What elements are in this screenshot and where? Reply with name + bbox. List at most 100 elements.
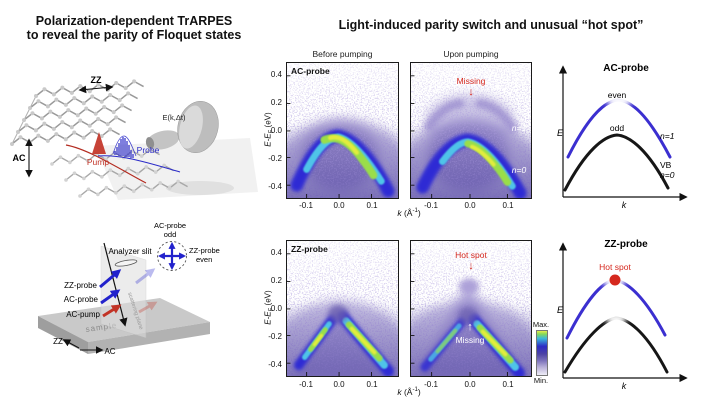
compass-top-label1: AC-probe bbox=[154, 221, 186, 230]
ytick: 0.4 bbox=[270, 248, 282, 257]
axis-ticks bbox=[411, 253, 508, 376]
axis-ticks bbox=[411, 75, 508, 198]
even-parity-label: even bbox=[608, 90, 627, 100]
spectrum-zz-upon bbox=[410, 240, 532, 377]
y-axis-label: E-EF (eV) bbox=[263, 112, 276, 147]
left-title-line1: Polarization-dependent TrARPES bbox=[35, 14, 233, 28]
probe-beam: Probe bbox=[97, 135, 181, 173]
xtick: 0.0 bbox=[333, 201, 345, 210]
ytick: -0.4 bbox=[268, 182, 282, 191]
xtick: 0.0 bbox=[464, 201, 476, 210]
colorbar-max-label: Max. bbox=[532, 320, 550, 329]
n1-label: n=1 bbox=[660, 131, 675, 141]
xtick: -0.1 bbox=[299, 201, 313, 210]
x-axis-label: k (Å-1) bbox=[397, 208, 421, 218]
svg-text:ZZ: ZZ bbox=[91, 75, 102, 85]
axis-ticks bbox=[287, 253, 372, 376]
scattering-plane: scattering plane bbox=[100, 245, 147, 339]
main-title: Light-induced parity switch and unusual … bbox=[338, 18, 644, 32]
analyzer-slit-axis-arrow bbox=[103, 242, 128, 327]
ytick: 0.2 bbox=[270, 276, 282, 285]
axis-ac-label: AC bbox=[104, 347, 115, 356]
xtick: 0.0 bbox=[464, 380, 476, 389]
zz-direction-arrow: ZZ bbox=[78, 75, 114, 94]
detector-label: E(k,Δt) bbox=[163, 113, 186, 122]
n1-band-label: n=1 bbox=[511, 123, 527, 133]
probe-label: Probe bbox=[137, 145, 160, 155]
spectrum-ac-upon bbox=[410, 62, 532, 199]
diagram-zz-probe: ZZ-probe Hot spot E k bbox=[557, 239, 688, 391]
spectrum-zz-before bbox=[286, 240, 399, 377]
xtick: 0.0 bbox=[333, 380, 345, 389]
pump-label: Pump bbox=[87, 157, 109, 167]
axis-ticks bbox=[287, 75, 372, 198]
svg-text:AC: AC bbox=[13, 153, 26, 163]
ytick: 0.0 bbox=[270, 304, 282, 313]
n0-band-label: n=0 bbox=[511, 165, 527, 175]
setup-schematic: ZZ AC E(k,Δt) Pump Probe bbox=[9, 75, 258, 200]
ytick: -0.2 bbox=[268, 332, 282, 341]
compass-right-label1: ZZ-probe bbox=[189, 246, 220, 255]
spectrum-ac-before bbox=[286, 62, 399, 199]
y-axis-label: E-EF (eV) bbox=[263, 290, 276, 325]
ytick: 0.4 bbox=[270, 70, 282, 79]
axis-zz-label: ZZ bbox=[53, 337, 63, 346]
k-axis-label: k bbox=[622, 381, 627, 391]
xtick: 0.1 bbox=[502, 201, 514, 210]
xtick: 0.1 bbox=[502, 380, 514, 389]
polarization-compass: AC-probe odd ZZ-probe even bbox=[154, 221, 220, 271]
crystal-lattice bbox=[9, 78, 190, 198]
ac-probe-arrow: AC-probe bbox=[64, 289, 121, 305]
hot-spot-annotation: Hot spot bbox=[455, 250, 487, 260]
valence-band-curve bbox=[563, 133, 670, 192]
hot-spot-label: Hot spot bbox=[599, 262, 631, 272]
missing-top-annotation: Missing bbox=[456, 76, 486, 86]
diagram-title: ZZ-probe bbox=[604, 239, 648, 250]
geometry-schematic: sample scattering plane Analyzer slit ZZ… bbox=[38, 221, 220, 356]
row-label-ac-probe: AC-probe bbox=[291, 66, 330, 76]
sample-axes: ZZ AC bbox=[53, 337, 116, 356]
hemispherical-analyzer: E(k,Δt) bbox=[145, 101, 219, 153]
vb-label: VB bbox=[660, 160, 672, 170]
diagram-title: AC-probe bbox=[603, 63, 649, 74]
ac-pump-arrow: AC-pump bbox=[66, 304, 122, 319]
colorbar bbox=[536, 330, 548, 376]
odd-parity-label: odd bbox=[610, 123, 624, 133]
diagram-ac-probe: AC-probe even odd n=1 VB n=0 E k bbox=[557, 63, 688, 210]
x-axis-label: k (Å-1) bbox=[397, 387, 421, 397]
e-axis-label: E bbox=[557, 128, 564, 138]
left-title-line2: to reveal the parity of Floquet states bbox=[26, 28, 242, 42]
compass-right-label2: even bbox=[196, 255, 212, 264]
ghost-arrows bbox=[135, 268, 158, 314]
n0-label: n=0 bbox=[660, 170, 675, 180]
zz-probe-arrow: ZZ-probe bbox=[64, 269, 122, 290]
colorbar-min-label: Min. bbox=[533, 376, 549, 385]
xtick: 0.1 bbox=[366, 380, 378, 389]
ytick: -0.2 bbox=[268, 154, 282, 163]
xtick: 0.1 bbox=[366, 201, 378, 210]
missing-top-arrow-icon: ↓ bbox=[468, 86, 474, 98]
missing-bottom-annotation: Missing bbox=[455, 335, 485, 345]
missing-bottom-arrow-icon: ↑ bbox=[467, 321, 473, 333]
pump-beam: Pump bbox=[65, 132, 147, 184]
zz-probe-label: ZZ-probe bbox=[64, 281, 97, 290]
column-header-upon: Upon pumping bbox=[443, 49, 499, 59]
ytick: -0.4 bbox=[268, 360, 282, 369]
analyzer-slit-label: Analyzer slit bbox=[108, 247, 152, 256]
ac-probe-label: AC-probe bbox=[64, 295, 99, 304]
xtick: -0.1 bbox=[424, 380, 438, 389]
valence-band-curve bbox=[563, 316, 669, 374]
k-axis-label: k bbox=[622, 200, 627, 210]
ytick: 0.2 bbox=[270, 98, 282, 107]
ac-direction-arrow: AC bbox=[13, 138, 33, 178]
ytick: 0.0 bbox=[270, 126, 282, 135]
column-header-before: Before pumping bbox=[312, 49, 373, 59]
row-label-zz-probe: ZZ-probe bbox=[291, 244, 328, 254]
xtick: -0.1 bbox=[424, 201, 438, 210]
e-axis-label: E bbox=[557, 305, 564, 315]
xtick: -0.1 bbox=[299, 380, 313, 389]
ac-pump-label: AC-pump bbox=[66, 310, 100, 319]
analyzer-slit: Analyzer slit bbox=[108, 247, 152, 267]
hot-spot-arrow-icon: ↓ bbox=[468, 260, 474, 272]
hot-spot-dot bbox=[609, 274, 621, 286]
